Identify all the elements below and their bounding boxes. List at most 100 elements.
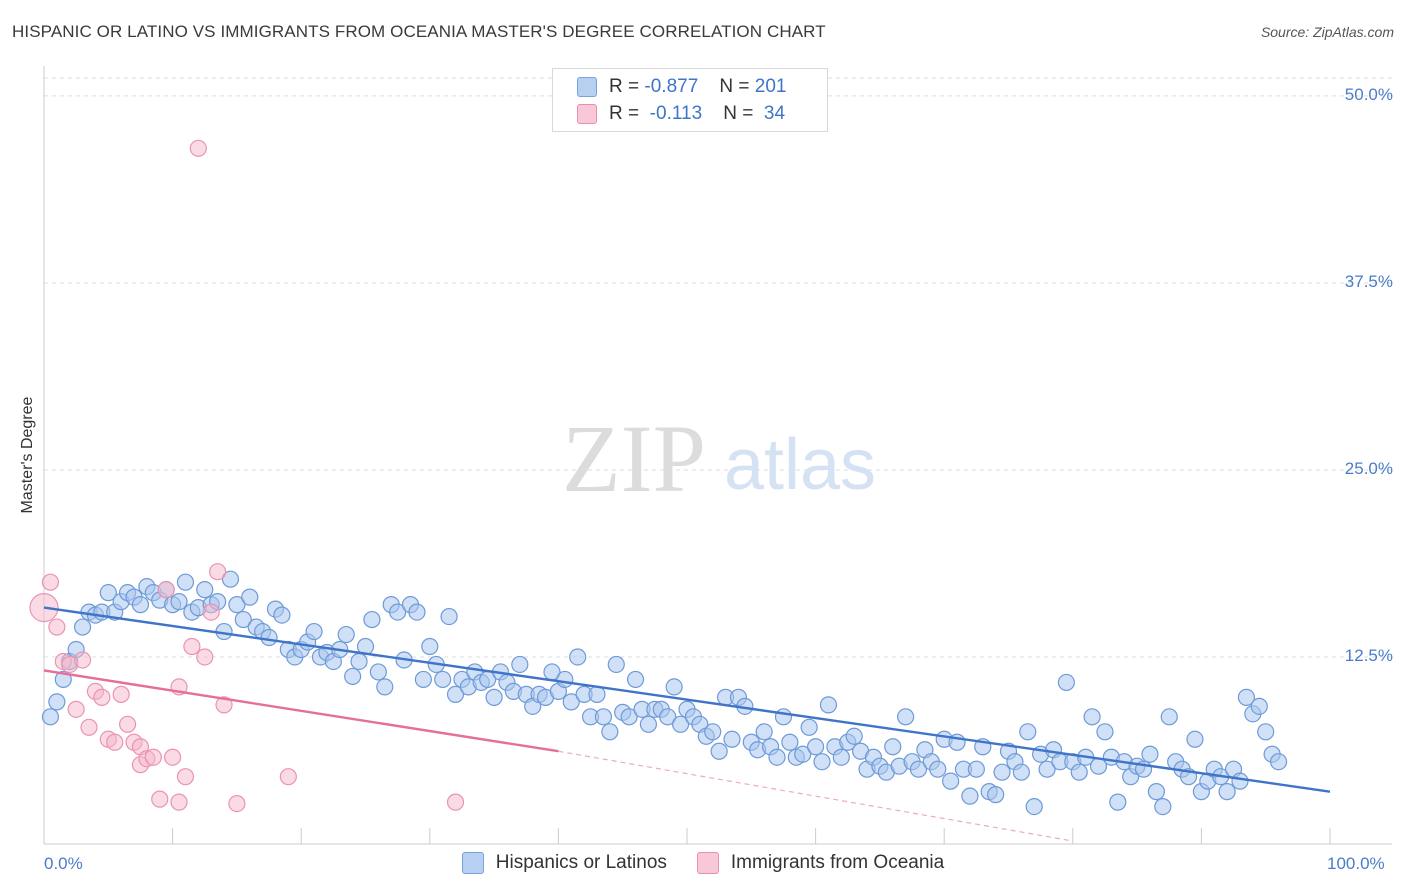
y-tick-label: 12.5% bbox=[1344, 645, 1393, 665]
data-point-hispanic bbox=[414, 670, 432, 689]
data-point-hispanic bbox=[601, 723, 619, 741]
data-point-hispanic bbox=[987, 786, 1005, 804]
data-point-hispanic bbox=[1231, 772, 1249, 790]
data-point-hispanic bbox=[800, 718, 818, 736]
data-point-hispanic bbox=[1012, 763, 1030, 781]
watermark-atlas: atlas bbox=[724, 425, 876, 505]
data-point-hispanic bbox=[1218, 783, 1236, 801]
data-point-hispanic bbox=[344, 667, 362, 686]
y-tick-label: 37.5% bbox=[1344, 271, 1393, 291]
y-tick-label: 50.0% bbox=[1344, 84, 1393, 104]
data-point-hispanic bbox=[485, 688, 503, 706]
data-point-hispanic bbox=[389, 603, 407, 621]
series-label-oceania: Immigrants from Oceania bbox=[730, 852, 945, 873]
data-point-oceania bbox=[48, 618, 66, 636]
data-point-oceania bbox=[209, 563, 227, 581]
data-point-oceania bbox=[106, 733, 124, 751]
data-point-hispanic bbox=[884, 738, 902, 756]
data-point-hispanic bbox=[845, 727, 863, 745]
data-point-hispanic bbox=[421, 637, 439, 656]
data-point-oceania bbox=[202, 603, 220, 621]
data-point-hispanic bbox=[221, 570, 240, 588]
data-point-hispanic bbox=[73, 618, 92, 636]
data-point-hispanic bbox=[1096, 723, 1114, 741]
data-point-hispanic bbox=[1038, 760, 1056, 778]
data-point-hispanic bbox=[305, 622, 323, 641]
data-point-oceania bbox=[93, 688, 111, 706]
legend-r-value: -0.113 bbox=[644, 103, 703, 124]
x-tick-min: 0.0% bbox=[44, 854, 83, 873]
data-point-hispanic bbox=[511, 655, 529, 674]
data-point-hispanic bbox=[897, 708, 915, 726]
y-tick-label: 25.0% bbox=[1344, 458, 1393, 478]
data-point-hispanic bbox=[562, 693, 580, 711]
data-point-hispanic bbox=[1237, 688, 1256, 706]
data-point-hispanic bbox=[369, 663, 387, 681]
legend-swatch-pink bbox=[577, 104, 597, 124]
data-point-oceania bbox=[144, 748, 162, 766]
data-point-oceania bbox=[73, 651, 92, 669]
data-point-oceania bbox=[170, 793, 188, 811]
x-tick-max: 100.0% bbox=[1327, 854, 1385, 873]
source-label: Source: ZipAtlas.com bbox=[1260, 24, 1394, 40]
data-point-oceania bbox=[112, 685, 130, 703]
series-swatch-pink bbox=[696, 852, 719, 874]
data-point-hispanic bbox=[440, 607, 458, 626]
data-point-oceania bbox=[41, 573, 60, 591]
series-legend-item-oceania: Immigrants from Oceania bbox=[696, 852, 945, 874]
watermark-zip: ZIP bbox=[562, 405, 706, 512]
data-point-hispanic bbox=[909, 760, 928, 778]
data-point-hispanic bbox=[755, 723, 773, 741]
data-point-hispanic bbox=[337, 625, 355, 644]
data-point-hispanic bbox=[768, 748, 786, 766]
legend-r-label: R = bbox=[609, 103, 640, 124]
legend-r-label: R = bbox=[609, 76, 640, 97]
data-point-hispanic bbox=[99, 584, 117, 602]
correlation-legend: R = -0.877 N = 201 R = -0.113 N = 34 bbox=[552, 68, 828, 132]
series-label-hispanic: Hispanics or Latinos bbox=[495, 852, 667, 873]
data-point-oceania bbox=[80, 718, 98, 736]
data-point-oceania bbox=[164, 748, 182, 766]
legend-n-label: N = bbox=[719, 76, 750, 97]
data-point-hispanic bbox=[620, 708, 638, 726]
legend-swatch-blue bbox=[577, 77, 597, 97]
series-legend-item-hispanic: Hispanics or Latinos bbox=[461, 852, 667, 874]
data-point-hispanic bbox=[929, 760, 947, 778]
data-point-hispanic bbox=[1141, 745, 1159, 763]
legend-n-value: 201 bbox=[754, 76, 787, 97]
data-point-oceania bbox=[151, 790, 169, 808]
data-point-oceania bbox=[118, 715, 137, 733]
data-point-hispanic bbox=[241, 588, 259, 606]
data-point-hispanic bbox=[273, 606, 291, 624]
data-point-hispanic bbox=[704, 723, 722, 741]
data-point-hispanic bbox=[961, 787, 979, 805]
data-point-hispanic bbox=[48, 693, 66, 711]
data-point-hispanic bbox=[1070, 763, 1088, 781]
data-point-hispanic bbox=[813, 753, 831, 771]
data-point-hispanic bbox=[626, 670, 645, 689]
data-point-oceania bbox=[279, 768, 297, 786]
data-point-hispanic bbox=[671, 715, 690, 733]
data-point-hispanic bbox=[723, 730, 741, 748]
data-point-hispanic bbox=[774, 708, 793, 726]
legend-r-value: -0.877 bbox=[644, 76, 699, 97]
data-point-hispanic bbox=[1083, 708, 1101, 726]
data-point-oceania bbox=[183, 637, 201, 656]
data-point-hispanic bbox=[569, 648, 587, 666]
data-point-hispanic bbox=[794, 745, 812, 763]
data-point-hispanic bbox=[54, 670, 72, 689]
data-point-hispanic bbox=[1154, 797, 1172, 816]
data-point-hispanic bbox=[260, 628, 278, 647]
data-point-hispanic bbox=[588, 685, 606, 703]
data-point-hispanic bbox=[1257, 723, 1275, 741]
data-point-hispanic bbox=[806, 738, 825, 756]
series-swatch-blue bbox=[461, 852, 484, 874]
data-point-hispanic bbox=[665, 678, 683, 696]
data-point-hispanic bbox=[350, 652, 368, 671]
data-point-hispanic bbox=[832, 748, 850, 766]
legend-n-value: 34 bbox=[758, 103, 786, 124]
data-point-hispanic bbox=[1186, 730, 1204, 748]
data-point-oceania bbox=[215, 696, 233, 714]
data-point-hispanic bbox=[659, 708, 677, 726]
data-point-hispanic bbox=[781, 733, 799, 751]
